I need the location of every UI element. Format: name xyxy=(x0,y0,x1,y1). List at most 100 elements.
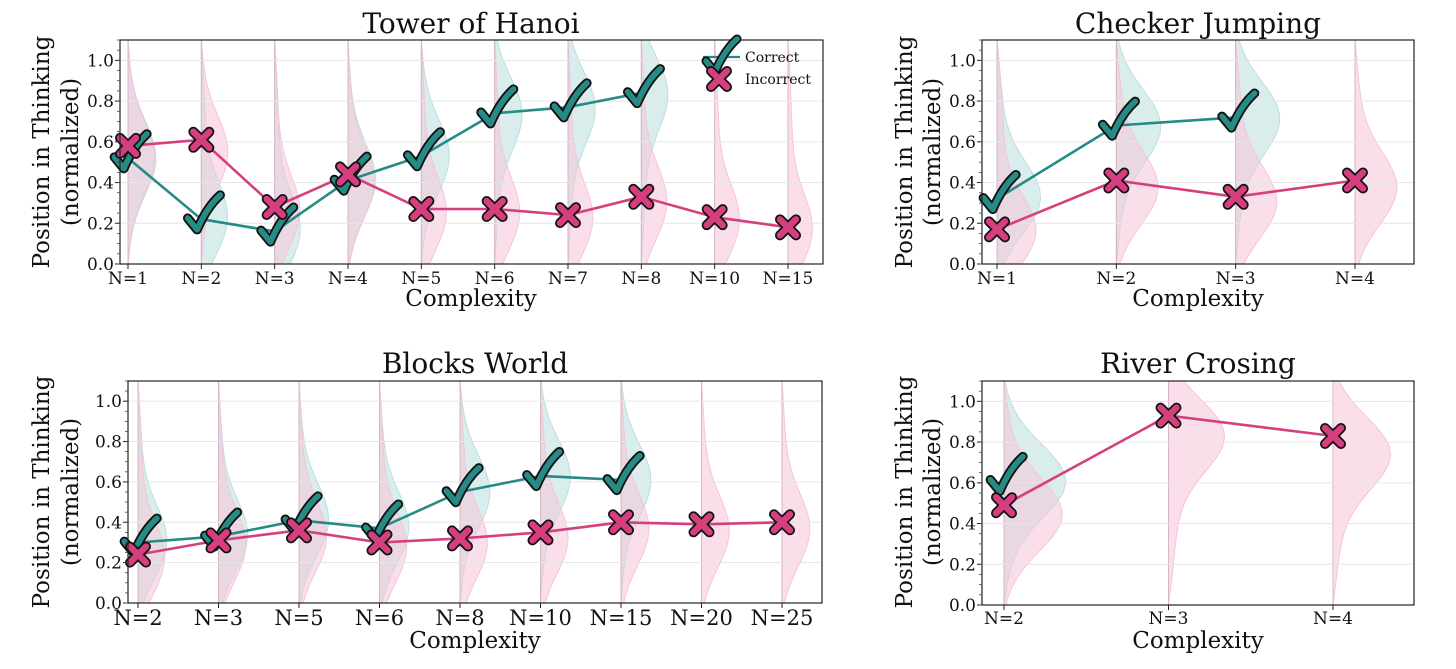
y-axis-label-line2: (normalized) xyxy=(58,78,84,226)
y-tick-label: 0.2 xyxy=(95,554,122,574)
correct-point xyxy=(985,451,1028,497)
violin-incorrect xyxy=(127,39,155,265)
x-tick-label: N=8 xyxy=(621,269,661,289)
y-tick-label: 0.0 xyxy=(949,255,976,275)
x-tick-label: N=8 xyxy=(435,606,484,630)
y-tick-label: 0.0 xyxy=(949,596,976,616)
incorrect-point xyxy=(991,492,1017,519)
series-layer xyxy=(119,446,795,568)
incorrect-point xyxy=(1103,167,1130,194)
y-axis-label-line2: (normalized) xyxy=(920,418,946,566)
x-axis-label: Complexity xyxy=(409,628,541,654)
x-tick-label: N=2 xyxy=(984,609,1024,629)
incorrect-point xyxy=(286,517,312,544)
y-tick-label: 1.0 xyxy=(95,392,122,412)
chart-title: River Crosing xyxy=(1100,347,1296,380)
y-axis-label-line1: Position in Thinking xyxy=(892,375,918,608)
y-tick-label: 0.0 xyxy=(87,255,114,275)
violin-incorrect xyxy=(701,380,730,604)
violin-incorrect xyxy=(787,39,813,265)
y-tick-label: 0.2 xyxy=(949,555,976,575)
incorrect-point xyxy=(701,204,728,231)
correct-point xyxy=(402,127,445,172)
x-tick-label: N=6 xyxy=(355,606,404,630)
y-ticks: 0.0 0.2 0.4 0.6 0.8 1.0 xyxy=(949,380,982,616)
x-tick-label: N=10 xyxy=(509,606,572,630)
x-tick-label: N=1 xyxy=(977,269,1017,289)
violin-incorrect xyxy=(1354,39,1398,265)
incorrect-point xyxy=(335,161,361,188)
x-tick-label: N=3 xyxy=(255,269,295,289)
incorrect-point xyxy=(481,196,508,223)
y-tick-label: 0.8 xyxy=(949,92,976,112)
gridlines xyxy=(982,59,1414,265)
y-tick-label: 0.4 xyxy=(949,515,976,535)
y-axis-label-line1: Position in Thinking xyxy=(892,35,918,268)
incorrect-point xyxy=(408,196,435,223)
violin-incorrect xyxy=(1168,380,1226,606)
correct-point xyxy=(441,463,484,508)
incorrect-point xyxy=(527,519,554,546)
x-tick-label: N=20 xyxy=(670,606,733,630)
series-layer xyxy=(985,402,1346,519)
y-tick-label: 0.8 xyxy=(87,92,114,112)
x-tick-label: N=6 xyxy=(475,269,515,289)
x-tick-label: N=1 xyxy=(108,269,148,289)
panel-checker-jumping: Checker Jumping 0.0 0.2 0.4 0.6 0.8 1.0 N=1 N=… xyxy=(892,7,1415,312)
incorrect-point xyxy=(984,216,1010,243)
incorrect-point xyxy=(1222,183,1249,210)
plot-frame xyxy=(981,39,1415,265)
violin-incorrect xyxy=(540,380,569,604)
y-tick-label: 0.6 xyxy=(95,473,122,493)
correct-point xyxy=(1217,88,1260,133)
violin-incorrect xyxy=(347,39,375,265)
chart-title: Tower of Hanoi xyxy=(362,7,579,40)
legend-incorrect-label: Incorrect xyxy=(745,72,811,88)
y-tick-label: 0.6 xyxy=(949,474,976,494)
series-line-incorrect xyxy=(996,179,1356,231)
y-tick-label: 0.4 xyxy=(949,174,976,194)
y-tick-label: 1.0 xyxy=(949,392,976,412)
incorrect-point xyxy=(115,132,141,159)
y-tick-label: 0.8 xyxy=(949,433,976,453)
x-axis-label: Complexity xyxy=(405,286,537,312)
x-tick-label: N=2 xyxy=(113,606,162,630)
correct-point xyxy=(182,190,225,235)
y-axis-label-line2: (normalized) xyxy=(920,78,946,226)
x-ticks: N=1 N=2 N=3 N=4 N=5 N=6 N=7 N=8 N=10 N=15 xyxy=(108,264,813,289)
legend-correct-label: Correct xyxy=(745,50,800,66)
incorrect-point xyxy=(447,525,473,552)
x-axis-label: Complexity xyxy=(1132,286,1264,312)
x-tick-label: N=2 xyxy=(181,269,221,289)
x-tick-label: N=2 xyxy=(1096,269,1136,289)
y-ticks: 0.0 0.2 0.4 0.6 0.8 1.0 xyxy=(949,39,982,275)
panel-blocks-world: Blocks World 0.00.20.40.60.81.0 N=2 N=3 N=… xyxy=(29,347,823,654)
incorrect-point xyxy=(205,527,232,554)
correct-point xyxy=(602,451,645,496)
series-layer xyxy=(978,88,1368,243)
y-tick-label: 1.0 xyxy=(87,51,114,71)
incorrect-point xyxy=(769,509,795,536)
correct-point xyxy=(622,64,665,109)
violin-incorrect xyxy=(1115,39,1159,265)
y-tick-label: 0.4 xyxy=(87,174,114,194)
x-tick-label: N=5 xyxy=(274,606,323,630)
y-ticks: 0.0 0.2 0.4 0.6 0.8 1.0 xyxy=(95,380,128,614)
chart-title: Checker Jumping xyxy=(1075,7,1321,40)
y-tick-label: 0.2 xyxy=(949,214,976,234)
incorrect-point xyxy=(366,529,393,556)
correct-point xyxy=(256,202,299,247)
x-ticks: N=2 N=3 N=4 xyxy=(984,605,1353,629)
x-tick-label: N=3 xyxy=(1216,269,1256,289)
violin-incorrect xyxy=(781,380,811,604)
x-ticks: N=1 N=2 N=3 N=4 xyxy=(977,264,1375,289)
y-tick-label: 0.4 xyxy=(95,513,122,533)
incorrect-point xyxy=(188,126,215,153)
y-axis-label-line2: (normalized) xyxy=(58,418,84,566)
x-ticks: N=2 N=3 N=5 N=6 N=8 N=10 N=15 N=20 N=25 xyxy=(113,603,813,630)
y-tick-label: 1.0 xyxy=(949,51,976,71)
correct-point xyxy=(476,84,519,129)
violins xyxy=(996,39,1398,265)
y-tick-label: 0.6 xyxy=(949,133,976,153)
